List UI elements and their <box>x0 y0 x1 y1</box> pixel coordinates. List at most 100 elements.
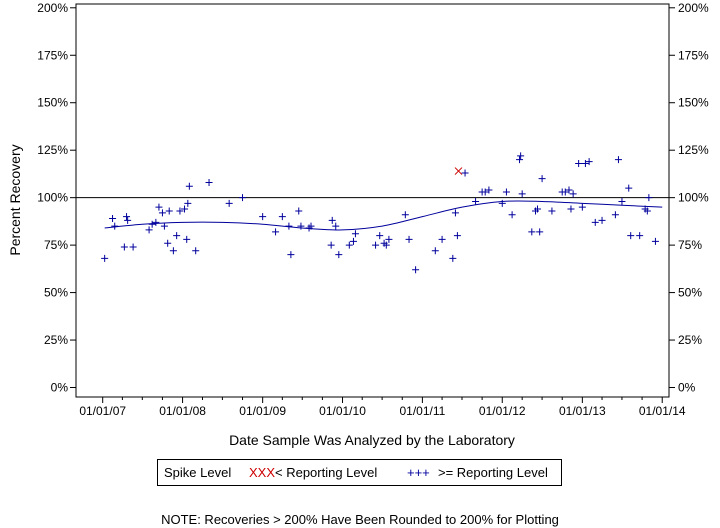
trend-line-layer <box>104 200 663 231</box>
data-point-at-or-above-reporting <box>192 247 200 255</box>
y-tick-label-right: 75% <box>678 238 702 252</box>
data-point-at-or-above-reporting <box>575 159 583 167</box>
data-point-at-or-above-reporting <box>349 237 357 245</box>
y-tick-label-right: 125% <box>678 143 709 157</box>
data-point-at-or-above-reporting <box>645 194 653 202</box>
legend-title: Spike Level <box>164 465 232 480</box>
y-tick-label-left: 0% <box>51 381 69 395</box>
data-point-at-or-above-reporting <box>123 213 131 221</box>
data-point-at-or-above-reporting <box>239 194 247 202</box>
data-point-at-or-above-reporting <box>548 207 556 215</box>
data-point-at-or-above-reporting <box>643 207 651 215</box>
data-point-at-or-above-reporting <box>148 220 156 228</box>
data-point-at-or-above-reporting <box>508 211 516 219</box>
data-point-at-or-above-reporting <box>453 232 461 240</box>
data-point-at-or-above-reporting <box>627 232 635 240</box>
y-tick-label-left: 50% <box>44 286 68 300</box>
data-point-at-or-above-reporting <box>278 213 286 221</box>
data-point-at-or-above-reporting <box>412 266 420 274</box>
data-point-at-or-above-reporting <box>485 186 493 194</box>
data-point-at-or-above-reporting <box>498 199 506 207</box>
data-point-at-or-above-reporting <box>152 218 160 226</box>
data-point-at-or-above-reporting <box>569 190 577 198</box>
data-point-at-or-above-reporting <box>169 247 177 255</box>
data-point-at-or-above-reporting <box>155 203 163 211</box>
data-point-at-or-above-reporting <box>225 199 233 207</box>
data-point-at-or-above-reporting <box>307 222 315 230</box>
x-tick-label: 01/01/10 <box>319 404 366 418</box>
data-point-at-or-above-reporting <box>145 226 153 234</box>
data-point-at-or-above-reporting <box>431 247 439 255</box>
data-point-at-or-above-reporting <box>472 197 480 205</box>
legend-above-label: >= Reporting Level <box>438 465 548 480</box>
data-point-at-or-above-reporting <box>481 188 489 196</box>
data-point-at-or-above-reporting <box>585 158 593 166</box>
data-point-at-or-above-reporting <box>158 209 166 217</box>
x-tick-label: 01/01/08 <box>159 404 206 418</box>
data-point-at-or-above-reporting <box>285 222 293 230</box>
data-point-at-or-above-reporting <box>345 241 353 249</box>
y-tick-label-left: 200% <box>37 1 68 15</box>
axes-layer: 0% 0% 25% 25% 50% 50% 75% 75% 100% 100% 125% 125% 15… <box>37 1 709 418</box>
x-tick-label: 01/01/14 <box>639 404 686 418</box>
data-point-at-or-above-reporting <box>625 184 633 192</box>
data-point-at-or-above-reporting <box>183 235 191 243</box>
trend-line <box>104 200 663 231</box>
y-tick-label-left: 150% <box>37 96 68 110</box>
data-point-at-or-above-reporting <box>382 241 390 249</box>
data-point-at-or-above-reporting <box>181 205 189 213</box>
footnote: NOTE: Recoveries > 200% Have Been Rounde… <box>161 512 559 527</box>
data-point-at-or-above-reporting <box>332 222 340 230</box>
data-point-at-or-above-reporting <box>120 243 128 251</box>
data-point-at-or-above-reporting <box>438 235 446 243</box>
x-tick-label: 01/01/11 <box>399 404 445 418</box>
legend: Spike Level XXX < Reporting Level +++ >=… <box>157 459 562 486</box>
data-point-at-or-above-reporting <box>129 243 137 251</box>
data-point-at-or-above-reporting <box>461 169 469 177</box>
data-point-at-or-above-reporting <box>618 197 626 205</box>
legend-above-marker: +++ <box>407 465 430 480</box>
data-point-at-or-above-reporting <box>591 218 599 226</box>
data-point-at-or-above-reporting <box>164 239 172 247</box>
x-axis-title: Date Sample Was Analyzed by the Laborato… <box>229 432 515 448</box>
data-point-at-or-above-reporting <box>184 199 192 207</box>
data-point-at-or-above-reporting <box>567 205 575 213</box>
data-point-at-or-above-reporting <box>538 175 546 183</box>
data-point-at-or-above-reporting <box>517 152 525 160</box>
data-point-below-reporting <box>454 167 463 175</box>
data-point-at-or-above-reporting <box>287 251 295 259</box>
data-point-at-or-above-reporting <box>518 190 526 198</box>
y-tick-label-left: 100% <box>37 191 68 205</box>
data-point-at-or-above-reporting <box>328 216 336 224</box>
data-point-at-or-above-reporting <box>372 241 380 249</box>
data-point-at-or-above-reporting <box>111 222 119 230</box>
data-point-at-or-above-reporting <box>581 159 589 167</box>
x-tick-label: 01/01/13 <box>559 404 606 418</box>
data-point-at-or-above-reporting <box>160 222 168 230</box>
plot-frame <box>75 3 670 398</box>
data-point-at-or-above-reporting <box>295 207 303 215</box>
data-point-at-or-above-reporting <box>124 216 132 224</box>
data-point-at-or-above-reporting <box>165 207 173 215</box>
data-point-at-or-above-reporting <box>502 188 510 196</box>
data-point-at-or-above-reporting <box>405 235 413 243</box>
y-tick-label-left: 125% <box>37 143 68 157</box>
data-point-at-or-above-reporting <box>598 216 606 224</box>
data-point-at-or-above-reporting <box>533 205 541 213</box>
y-tick-label-left: 175% <box>37 48 68 62</box>
data-point-at-or-above-reporting <box>185 182 193 190</box>
data-point-at-or-above-reporting <box>272 228 280 236</box>
data-point-at-or-above-reporting <box>651 237 659 245</box>
y-tick-label-left: 25% <box>44 333 68 347</box>
data-point-at-or-above-reporting <box>335 251 343 259</box>
data-point-at-or-above-reporting <box>636 232 644 240</box>
data-points-layer <box>101 152 659 274</box>
data-point-at-or-above-reporting <box>351 230 359 238</box>
legend-below-marker: XXX <box>249 465 276 480</box>
data-point-at-or-above-reporting <box>173 232 181 240</box>
data-point-at-or-above-reporting <box>205 178 213 186</box>
data-point-at-or-above-reporting <box>528 228 536 236</box>
data-point-at-or-above-reporting <box>614 156 622 164</box>
data-point-at-or-above-reporting <box>376 232 384 240</box>
data-point-at-or-above-reporting <box>176 207 184 215</box>
